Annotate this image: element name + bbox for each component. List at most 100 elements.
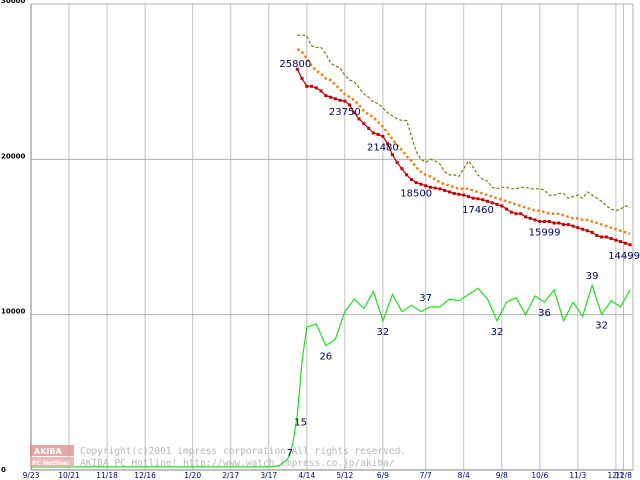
series-point [338,98,342,102]
series-point [619,240,623,244]
x-tick-labels: 9/23 10/21 11/18 12/16 1/20 2/17 3/17 4/14 5/12 6… [23,471,633,480]
series-point [609,237,613,241]
series-point [433,186,437,190]
x-tick-label: 12/16 [134,471,156,480]
copyright-text: Copyright(c)2001 impress corporation All… [80,446,406,457]
data-label: 15999 [529,227,561,238]
data-label: 15 [294,418,307,429]
grid-lines [31,3,633,470]
data-label: 25800 [279,59,311,70]
series-point [471,196,475,200]
series-point [400,167,404,171]
series-point [476,197,480,201]
series-point [405,173,409,177]
series-point [314,86,318,90]
data-label: 32 [595,321,608,332]
series-point [543,219,547,223]
series-point [409,178,413,182]
data-label: 26 [319,352,332,363]
x-tick-label: 11/3 [569,471,586,480]
series-point [614,238,618,242]
series-point [581,227,585,231]
data-label: 21480 [367,142,399,153]
y-tick-label: 10000 [1,308,25,316]
series-point [571,224,575,228]
series-point [490,201,494,205]
y-tick-labels: 0 10000 20000 30000 [1,0,25,474]
series-point [348,103,352,107]
data-label: 36 [538,308,551,319]
series-point [367,126,371,130]
series-line-1 [296,47,631,236]
data-label: 39 [586,271,599,282]
site-url-text: AKIBA PC Hotline! http://www.watch.impre… [80,458,395,469]
series-point [466,195,470,199]
x-tick-label: 3/17 [260,471,277,480]
series-point [390,153,394,157]
series-point [623,241,627,245]
x-tick-label: 1/20 [184,471,201,480]
series-point [481,198,485,202]
series-point [600,235,604,239]
logo-bottom-text: PC Hotline! [32,460,70,467]
series-point [428,185,432,189]
axes [30,4,634,471]
series-point [495,202,499,206]
logo-top-box [30,445,74,456]
series-point [395,160,399,164]
series-point [371,131,375,135]
series-point [362,122,366,126]
series-point [381,134,385,138]
x-tick-label: 11/18 [96,471,118,480]
series-point [462,193,466,197]
data-label: 37 [419,293,432,304]
logo-bottom-box [30,457,74,467]
x-tick-label: 7/7 [420,471,432,480]
series-point [566,223,570,227]
series-point [505,207,509,211]
x-tick-label: 4/14 [298,471,315,480]
x-tick-label: 6/9 [377,471,389,480]
series-point [509,210,513,214]
x-tick-label: 9/8 [496,471,508,480]
series-line-3 [31,283,631,468]
series-point [438,187,442,191]
x-tick-label: 12/1 [607,471,624,480]
series-point [552,221,556,225]
data-label: 18500 [400,189,432,200]
series-point [324,94,328,98]
series-point [524,215,528,219]
series-point [557,221,561,225]
series-point [628,243,632,247]
data-labels: 25800 23750 21480 18500 17460 15999 14499 7 15 26… [279,59,640,459]
x-tick-label: 5/12 [336,471,353,480]
x-tick-label: 2/17 [222,471,239,480]
series-point [562,223,566,227]
data-label: 32 [491,327,504,338]
series-point [424,184,428,188]
series-point [443,188,447,192]
series-point [357,117,361,121]
series-point [585,229,589,233]
series-point [376,132,380,136]
y-tick-label: 0 [1,466,6,474]
series-point [310,84,314,88]
data-label: 17460 [462,205,494,216]
series-point [295,67,299,71]
series-point [343,99,347,103]
logo-top-text: AKIBA [34,447,62,456]
series-point [329,95,333,99]
series-point [414,181,418,185]
data-label: 14499 [608,251,640,262]
series-point [576,226,580,230]
series-layer [31,34,632,468]
series-point [533,218,537,222]
series-point [457,192,461,196]
series-point [305,84,309,88]
series-point [547,219,551,223]
x-tick-label: 9/23 [23,471,40,480]
series-point [514,212,518,216]
x-tick-label: 8/4 [458,471,470,480]
series-point [352,111,356,115]
